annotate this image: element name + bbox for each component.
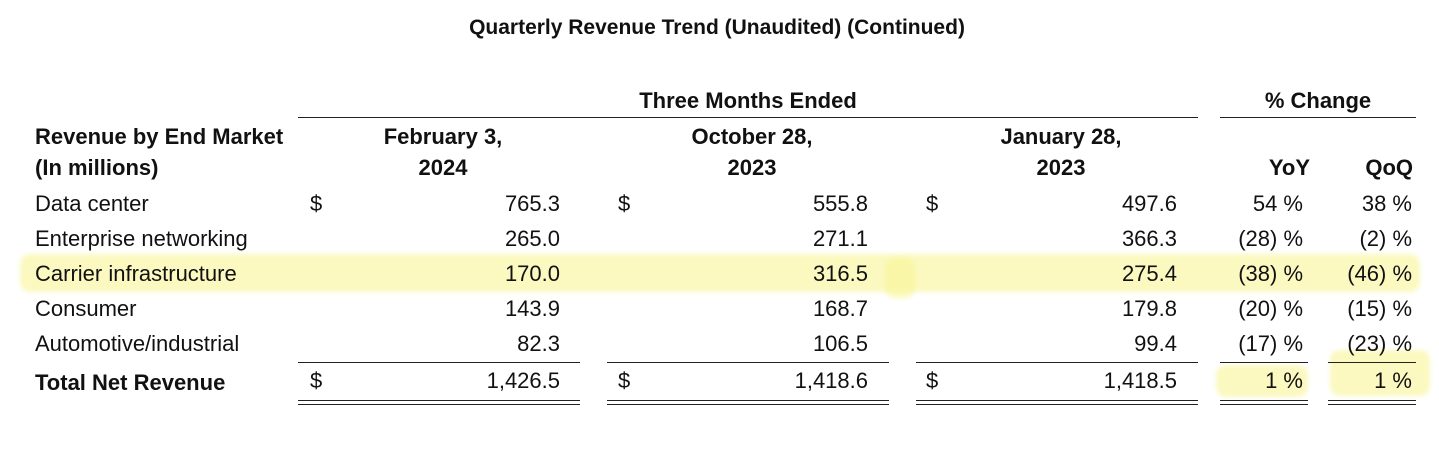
row-header-line1: Revenue by End Market [35,124,284,149]
value-total-qoq: 1 % [1374,368,1412,393]
dollar-sign: $ [618,191,631,216]
row-label-consumer: Consumer [35,296,137,321]
row-label-carrier-infrastructure: Carrier infrastructure [35,261,237,286]
value-enterprise-qoq: (2) % [1359,226,1412,251]
subtotal-rule-qoq [1328,362,1416,363]
value-total-feb-2024: 1,426.5 [486,368,560,393]
col-jan-2023-line1: January 28, [1000,124,1122,149]
header-percent-change: % Change [1264,88,1372,113]
value-automotive-oct-2023: 106.5 [812,331,868,356]
value-data-center-feb-2024: 765.3 [504,191,560,216]
row-label-automotive-industrial: Automotive/industrial [35,331,240,356]
value-enterprise-yoy: (28) % [1238,226,1303,251]
col-jan-2023-line2: 2023 [1036,155,1086,180]
double-rule-qoq [1328,400,1416,405]
value-carrier-yoy: (38) % [1238,261,1303,286]
col-qoq: QoQ [1365,155,1413,180]
header-three-months-ended: Three Months Ended [639,88,857,113]
value-total-oct-2023: 1,418.6 [794,368,868,393]
highlight-total-qoq [1330,350,1430,396]
double-rule-col1 [298,400,580,405]
value-automotive-feb-2024: 82.3 [517,331,560,356]
value-carrier-oct-2023: 316.5 [812,261,868,286]
value-consumer-feb-2024: 143.9 [504,296,560,321]
double-rule-col2 [607,400,889,405]
highlight-total-yoy [1216,365,1308,397]
value-data-center-yoy: 54 % [1252,191,1303,216]
subtotal-rule-col3 [916,362,1198,363]
value-consumer-jan-2023: 179.8 [1121,296,1177,321]
table-title: Quarterly Revenue Trend (Unaudited) (Con… [469,16,965,39]
value-automotive-qoq: (23) % [1347,331,1412,356]
dollar-sign: $ [926,191,939,216]
row-label-enterprise-networking: Enterprise networking [35,226,248,251]
double-rule-yoy [1220,400,1308,405]
value-data-center-jan-2023: 497.6 [1121,191,1177,216]
subtotal-rule-col2 [607,362,889,363]
value-carrier-jan-2023: 275.4 [1121,261,1177,286]
value-carrier-feb-2024: 170.0 [504,261,560,286]
highlight-carrier-row [20,254,1420,292]
subtotal-rule-col1 [298,362,580,363]
value-consumer-qoq: (15) % [1347,296,1412,321]
value-automotive-yoy: (17) % [1238,331,1303,356]
value-enterprise-feb-2024: 265.0 [504,226,560,251]
highlight-carrier-overlap [885,258,915,298]
value-data-center-oct-2023: 555.8 [812,191,868,216]
col-feb-2024-line1: February 3, [383,124,503,149]
value-total-jan-2023: 1,418.5 [1103,368,1177,393]
value-consumer-yoy: (20) % [1238,296,1303,321]
col-oct-2023-line2: 2023 [727,155,777,180]
value-data-center-qoq: 38 % [1361,191,1412,216]
header-rule-three-months [298,117,1198,118]
double-rule-col3 [916,400,1198,405]
col-yoy: YoY [1268,155,1310,180]
dollar-sign: $ [926,368,939,393]
value-enterprise-oct-2023: 271.1 [812,226,868,251]
col-feb-2024-line2: 2024 [418,155,468,180]
value-total-yoy: 1 % [1265,368,1303,393]
value-enterprise-jan-2023: 366.3 [1121,226,1177,251]
col-oct-2023-line1: October 28, [691,124,813,149]
header-rule-percent-change [1220,117,1416,118]
row-label-total-net-revenue: Total Net Revenue [35,370,226,395]
value-carrier-qoq: (46) % [1347,261,1412,286]
row-label-data-center: Data center [35,191,149,216]
subtotal-rule-yoy [1220,362,1308,363]
dollar-sign: $ [618,368,631,393]
dollar-sign: $ [310,191,323,216]
row-header-line2: (In millions) [35,155,159,180]
dollar-sign: $ [310,368,323,393]
value-automotive-jan-2023: 99.4 [1134,331,1177,356]
value-consumer-oct-2023: 168.7 [812,296,868,321]
